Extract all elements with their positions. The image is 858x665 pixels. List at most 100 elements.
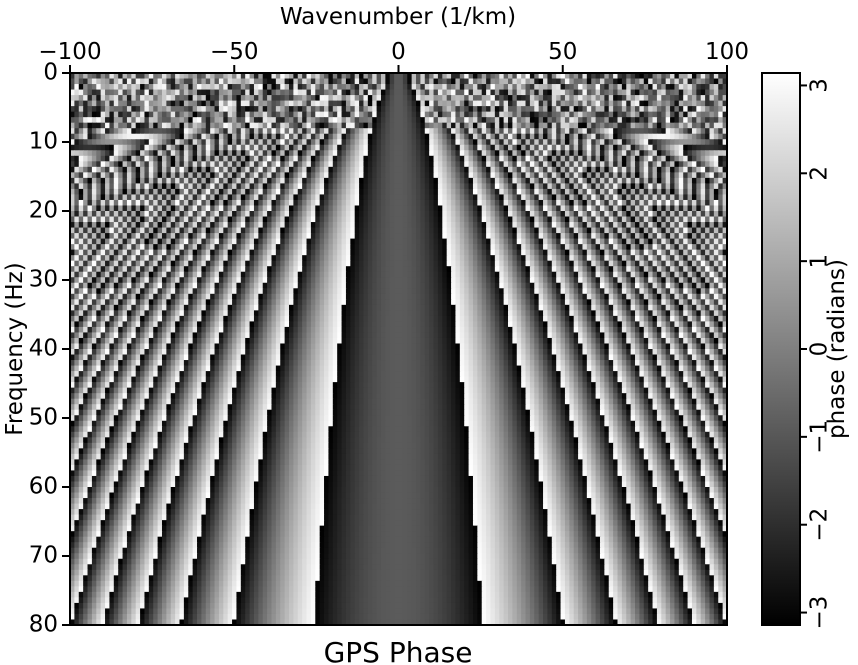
heatmap-cell [332, 100, 338, 107]
heatmap-cell [670, 238, 676, 245]
heatmap-cell [578, 161, 584, 168]
heatmap-cell [617, 188, 623, 196]
heatmap-cell [700, 111, 706, 118]
heatmap-cell [635, 133, 640, 140]
heatmap-cell [306, 183, 312, 190]
heatmap-cell [411, 133, 417, 140]
heatmap-cell [310, 106, 316, 113]
heatmap-cell [490, 177, 496, 184]
heatmap-cell [78, 183, 84, 190]
heatmap-cell [113, 133, 119, 140]
heatmap-cell [192, 161, 198, 168]
heatmap-cell [140, 144, 146, 151]
heatmap-cell [302, 133, 308, 140]
heatmap-cell [665, 177, 671, 184]
heatmap-cell [236, 183, 242, 190]
heatmap-cell [223, 133, 229, 140]
heatmap-cell [310, 183, 316, 190]
heatmap-cell [543, 238, 549, 245]
heatmap-cell [144, 117, 150, 124]
heatmap-cell [267, 78, 273, 85]
heatmap-cell [302, 238, 308, 245]
heatmap-cell [661, 233, 667, 240]
heatmap-cell [604, 122, 610, 129]
heatmap-cell [529, 84, 535, 91]
heatmap-cell [214, 249, 220, 256]
heatmap-cell [718, 122, 724, 129]
heatmap-cell [472, 106, 478, 113]
heatmap-cell [324, 211, 330, 218]
heatmap-cell [135, 100, 141, 107]
heatmap-cell [595, 139, 601, 146]
heatmap-cell [109, 244, 115, 251]
heatmap-cell [376, 89, 382, 96]
heatmap-cell [179, 172, 185, 179]
heatmap-cell [74, 216, 80, 223]
heatmap-cell [197, 144, 202, 151]
heatmap-cell [411, 155, 417, 162]
heatmap-cell [118, 84, 124, 91]
heatmap-cell [78, 122, 84, 129]
heatmap-cell [455, 166, 461, 173]
heatmap-cell [683, 172, 689, 179]
heatmap-cell [332, 194, 338, 201]
heatmap-cell [363, 233, 369, 240]
heatmap-cell [148, 139, 154, 146]
heatmap-cell [332, 249, 338, 256]
heatmap-cell [538, 161, 544, 168]
heatmap-cell [205, 205, 211, 212]
heatmap-cell [534, 117, 540, 124]
heatmap-cell [551, 172, 557, 179]
heatmap-cell [113, 100, 119, 107]
heatmap-cell [328, 100, 334, 107]
heatmap-cell [722, 194, 727, 201]
heatmap-cell [635, 188, 640, 196]
heatmap-cell [223, 188, 229, 196]
heatmap-cell [617, 249, 623, 256]
heatmap-cell [490, 95, 496, 102]
heatmap-cell [617, 199, 623, 207]
heatmap-cell [617, 100, 623, 107]
heatmap-cell [455, 216, 461, 223]
heatmap-cell [700, 150, 706, 157]
heatmap-cell [604, 188, 610, 196]
heatmap-cell [433, 144, 439, 151]
heatmap-cell [214, 100, 220, 107]
heatmap-cell [367, 233, 373, 240]
heatmap-cell [508, 111, 513, 118]
heatmap-cell [635, 122, 640, 129]
heatmap-cell [639, 128, 645, 135]
heatmap-cell [687, 227, 693, 234]
heatmap-cell [332, 139, 338, 146]
heatmap-cell [341, 78, 347, 85]
heatmap-cell [674, 194, 680, 201]
heatmap-cell [293, 133, 299, 140]
heatmap-cell [700, 183, 706, 190]
heatmap-cell [468, 106, 474, 113]
heatmap-cell [258, 100, 264, 107]
heatmap-cell [372, 188, 378, 196]
heatmap-cell [437, 100, 443, 107]
heatmap-cell [661, 117, 667, 124]
heatmap-cell [328, 211, 334, 218]
heatmap-cell [722, 100, 727, 107]
heatmap-cell [656, 89, 662, 96]
heatmap-cell [595, 166, 601, 173]
heatmap-cell [407, 172, 413, 179]
heatmap-cell [398, 205, 404, 212]
heatmap-cell [696, 216, 702, 223]
heatmap-cell [170, 177, 176, 184]
heatmap-cell [192, 106, 198, 113]
heatmap-cell [451, 227, 457, 234]
heatmap-cell [170, 100, 176, 107]
heatmap-cell [490, 166, 496, 173]
heatmap-cell [376, 73, 382, 80]
heatmap-cell [319, 89, 325, 96]
heatmap-cell [490, 172, 496, 179]
heatmap-cell [310, 199, 316, 207]
heatmap-cell [91, 78, 97, 85]
heatmap-cell [83, 216, 89, 223]
heatmap-cell [210, 244, 216, 251]
heatmap-cell [148, 233, 154, 240]
heatmap-cell [709, 111, 715, 118]
